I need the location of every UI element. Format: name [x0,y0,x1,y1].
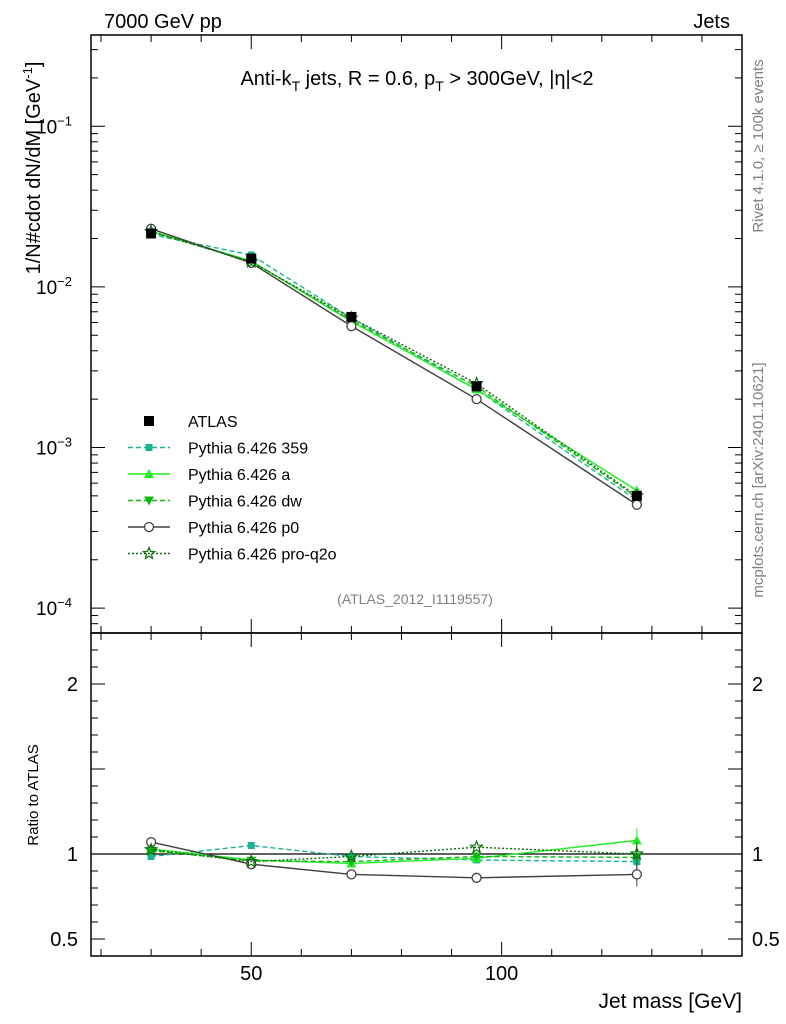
main-y-tick-label: 10−1 [36,113,72,138]
main-y-tick-base: 10 [36,278,57,299]
x-tick-label: 100 [485,963,518,985]
main-y-tick-exp: −2 [57,274,72,289]
legend-marker-atlas [144,416,154,426]
plot-title-sub2: T [435,78,444,94]
main-axis-ticks [91,35,742,634]
main-y-tick-label: 10−4 [36,595,72,620]
rivet-version-label: Rivet 4.1.0, ≥ 100k events [750,59,767,232]
ratio-y-tick-label-right: 0.5 [752,929,780,951]
header-category-label: Jets [693,11,730,33]
legend-label-pdw: Pythia 6.426 dw [188,494,302,511]
main-y-tick-exp: −1 [57,113,72,128]
legend-label-p359: Pythia 6.426 359 [188,441,308,458]
main-point-atlas [246,253,257,264]
analysis-id-watermark: (ATLAS_2012_I1119557) [337,591,493,607]
ratio-plot-frame [90,632,743,957]
ratio-point-p359 [147,853,155,861]
legend-marker-pa [144,469,154,478]
ratio-point-pq2o [143,842,159,856]
plot-title-post: > 300GeV, |η|<2 [444,68,594,90]
ratio-y-tick-label-left: 0.5 [50,929,78,951]
ratio-y-tick-labels: 2 2 1 1 0.5 0.5 [50,674,780,951]
plot-title-sub1: T [292,78,301,94]
ratio-point-pdw [346,857,357,867]
legend-marker-p359 [145,444,153,451]
main-y-tick-base: 10 [36,599,57,620]
ratio-point-pdw [146,846,157,856]
x-axis-label: Jet mass [GeV] [598,990,742,1013]
main-line-pq2o [150,230,638,497]
ratio-point-p359 [247,842,255,849]
main-series-group [143,223,645,510]
main-y-axis-label-close: ] [23,62,45,68]
ratio-point-pq2o [469,839,484,854]
main-y-tick-base: 10 [36,439,57,460]
ratio-point-pq2o [629,846,645,861]
ratio-axis-ticks [91,632,742,957]
ratio-line-pq2o [151,846,637,863]
ratio-point-pa [631,835,642,845]
ratio-y-tick-label-right: 2 [752,674,763,696]
ratio-y-tick-label-left: 2 [67,674,78,696]
plot-title: Anti-kT jets, R = 0.6, pT > 300GeV, |η|<… [240,68,593,94]
legend-marker-pdw [144,496,154,506]
legend-label-atlas: ATLAS [188,414,238,431]
ratio-y-tick-label-left: 1 [67,844,78,866]
main-y-tick-base: 10 [36,117,57,138]
main-line-pp0 [150,228,638,506]
legend: ATLAS Pythia 6.426 359 Pythia 6.426 a Pythi… [128,414,337,564]
main-point-pp0 [631,499,642,510]
main-y-tick-label: 10−2 [36,274,72,299]
header-energy-label: 7000 GeV pp [104,11,222,33]
x-tick-label: 50 [240,963,262,985]
ratio-point-pp0 [145,836,157,848]
ratio-line-pdw [151,849,637,863]
main-y-tick-labels: 10−110−210−310−4 [36,113,72,620]
ratio-series-group [143,828,645,887]
legend-label-pp0: Pythia 6.426 p0 [188,520,299,537]
main-point-atlas [146,228,157,239]
legend-label-pq2o: Pythia 6.426 pro-q2o [188,547,337,564]
ratio-y-axis-label: Ratio to ATLAS [25,744,42,845]
main-plot-frame [90,34,743,634]
legend-label-pa: Pythia 6.426 a [188,467,290,484]
main-point-atlas [346,311,357,322]
main-y-axis-label-sup: -1 [20,67,35,79]
legend-marker-pq2o [141,545,157,560]
main-y-tick-label: 10−3 [36,435,72,460]
x-tick-labels: 50 100 [240,963,518,985]
main-line-p359 [150,233,638,501]
main-y-axis-label-text: 1/N#cdot dN/dM [GeV [23,78,45,274]
plot-title-mid: jets, R = 0.6, p [300,68,435,90]
main-y-tick-exp: −3 [57,435,72,450]
mcplots-url-label: mcplots.cern.ch [arXiv:2401.10621] [750,362,767,597]
ratio-point-pq2o [243,853,259,868]
ratio-point-pp0 [471,872,482,883]
main-y-axis-label: 1/N#cdot dN/dM [GeV-1] [20,62,45,275]
main-y-tick-exp: −4 [57,595,72,610]
main-point-pp0 [471,394,482,405]
ratio-y-tick-label-right: 1 [752,844,763,866]
ratio-point-pp0 [346,869,357,880]
main-point-atlas [471,381,482,392]
ratio-point-pdw [471,852,482,862]
plot-title-pre: Anti-k [240,68,292,90]
legend-marker-pp0 [143,521,155,533]
ratio-point-pq2o [344,848,359,863]
main-point-atlas [631,490,642,501]
ratio-point-pp0 [631,869,642,880]
